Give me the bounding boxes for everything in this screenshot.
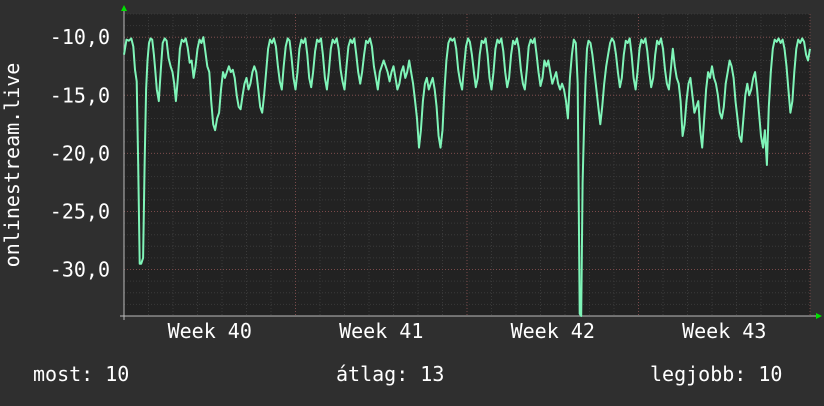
x-axis-arrow xyxy=(816,313,822,319)
series-line xyxy=(123,36,811,317)
x-tick-label: Week 40 xyxy=(168,319,252,343)
current-value: most: 10 xyxy=(33,362,130,386)
axes xyxy=(120,5,822,320)
y-tick-label: -25,0 xyxy=(50,199,110,223)
y-axis-label: onlinestream.live xyxy=(0,63,24,268)
y-axis-arrow xyxy=(121,5,127,11)
y-tick-label: -30,0 xyxy=(50,258,110,282)
series-layer xyxy=(123,36,811,317)
tick-labels: -10,0 -15,0 -20,0 -25,0 -30,0 Week 40 Week 41 W… xyxy=(50,25,767,343)
y-tick-label: -10,0 xyxy=(50,25,110,49)
x-tick-label: Week 42 xyxy=(511,319,595,343)
average-value: átlag: 13 xyxy=(336,362,445,386)
x-tick-label: Week 41 xyxy=(339,319,423,343)
x-tick-label: Week 43 xyxy=(682,319,766,343)
y-tick-label: -15,0 xyxy=(50,83,110,107)
y-tick-label: -20,0 xyxy=(50,141,110,165)
grid xyxy=(123,13,811,317)
best-value: legjobb: 10 xyxy=(650,362,783,386)
